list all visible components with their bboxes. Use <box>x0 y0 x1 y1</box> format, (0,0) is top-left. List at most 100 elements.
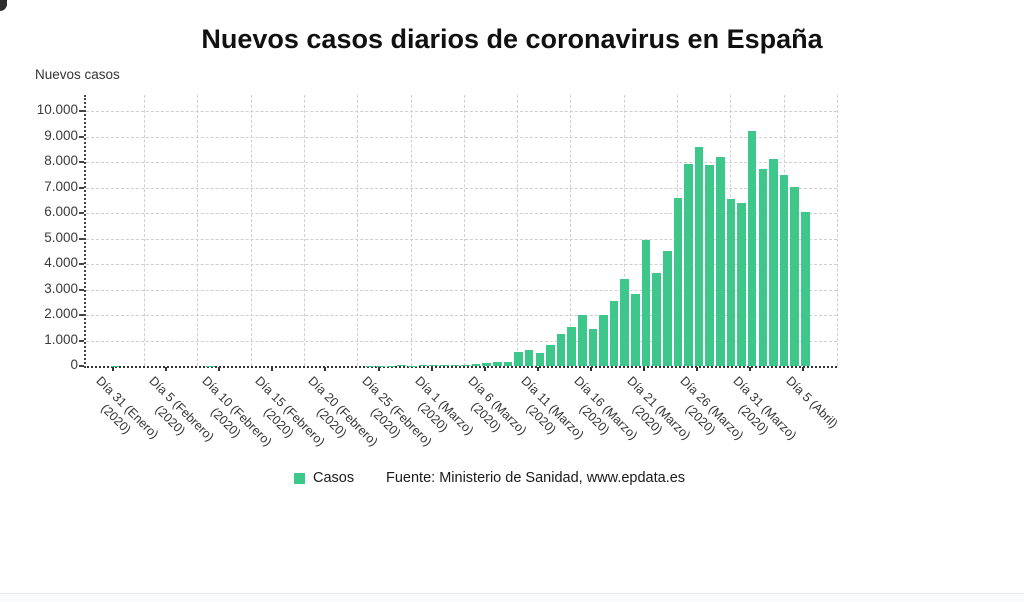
bar-day-50 <box>641 239 651 366</box>
corner-artifact <box>0 0 7 11</box>
x-gridline <box>303 95 305 366</box>
bar-day-41 <box>546 344 555 366</box>
x-tick-mark <box>377 367 380 371</box>
bar-day-0 <box>110 365 120 366</box>
bar-day-40 <box>535 353 545 366</box>
y-tick-label: 9.000 <box>44 127 78 143</box>
y-tick-label: 3.000 <box>44 280 78 296</box>
y-tick-mark <box>79 212 84 214</box>
bar-day-31 <box>439 365 449 366</box>
y-gridline <box>86 136 837 138</box>
bar-day-29 <box>418 364 428 366</box>
y-tick-mark <box>79 288 84 291</box>
x-tick-mark <box>536 367 539 371</box>
legend-swatch <box>294 472 305 484</box>
y-tick-label: 8.000 <box>44 153 78 168</box>
y-gridline <box>86 289 837 291</box>
bar-day-39 <box>524 350 534 366</box>
x-gridline <box>837 95 838 366</box>
legend-item-casos[interactable]: Casos <box>294 470 354 486</box>
page-title: Nuevos casos diarios de coronavirus en E… <box>201 24 823 54</box>
bar-day-56 <box>705 165 714 366</box>
y-tick-label: 2.000 <box>44 306 78 321</box>
bar-day-46 <box>599 315 608 366</box>
y-gridline <box>86 315 837 316</box>
y-tick-label: 6.000 <box>44 204 78 219</box>
bar-day-9 <box>206 365 215 366</box>
bar-day-61 <box>758 169 768 366</box>
y-tick-mark <box>79 110 84 112</box>
y-tick-label: 10.000 <box>36 102 78 117</box>
source-text: Fuente: Ministerio de Sanidad, www.epdat… <box>386 470 686 486</box>
bar-day-65 <box>801 212 810 366</box>
bar-day-25 <box>376 365 385 366</box>
legend-label: Casos <box>313 470 355 486</box>
bar-day-30 <box>429 365 438 366</box>
y-tick-mark <box>79 263 84 265</box>
x-gridline <box>570 95 572 366</box>
y-tick-mark <box>79 237 84 240</box>
bar-day-47 <box>609 301 619 366</box>
bar-day-45 <box>588 329 598 366</box>
x-tick-mark <box>324 367 327 371</box>
x-tick-mark <box>589 367 592 371</box>
bar-day-36 <box>493 362 502 366</box>
bar-day-63 <box>779 175 789 366</box>
bar-day-57 <box>716 157 725 366</box>
bar-day-58 <box>726 199 736 366</box>
x-gridline <box>623 95 625 366</box>
bar-day-27 <box>397 365 407 366</box>
y-axis-title: Nuevos casos <box>35 67 120 82</box>
y-tick-label: 5.000 <box>44 229 78 245</box>
y-gridline <box>86 213 837 214</box>
y-gridline <box>86 238 837 240</box>
bar-day-35 <box>482 362 491 366</box>
y-gridline <box>86 162 837 163</box>
bar-day-60 <box>747 130 757 366</box>
bar-day-64 <box>790 186 799 366</box>
bar-day-26 <box>386 365 396 366</box>
bottom-strip <box>0 593 1024 602</box>
bar-day-52 <box>662 250 672 366</box>
x-gridline <box>463 95 465 366</box>
y-tick-mark <box>79 339 84 342</box>
x-tick-mark <box>696 367 699 371</box>
y-tick-mark <box>79 365 84 367</box>
x-gridline <box>144 95 145 366</box>
x-tick-mark <box>749 367 752 371</box>
bar-day-55 <box>694 147 704 366</box>
x-gridline <box>197 95 199 366</box>
x-gridline <box>410 95 412 366</box>
x-tick-mark <box>802 367 805 371</box>
x-tick-mark <box>483 367 486 371</box>
bar-day-32 <box>450 365 460 366</box>
y-gridline <box>86 340 837 342</box>
y-gridline <box>86 187 837 189</box>
x-tick-mark <box>430 367 433 371</box>
bar-day-59 <box>737 202 746 366</box>
y-tick-mark <box>79 186 84 189</box>
bar-day-28 <box>408 365 417 366</box>
bar-day-42 <box>556 333 566 366</box>
bar-day-33 <box>461 364 470 366</box>
x-gridline <box>250 95 252 366</box>
x-tick-mark <box>643 367 645 371</box>
bar-day-48 <box>620 278 630 366</box>
x-gridline <box>517 95 519 366</box>
y-tick-mark <box>79 314 84 316</box>
y-tick-mark <box>79 135 84 138</box>
y-tick-label: 1.000 <box>44 331 78 347</box>
x-tick-mark <box>165 367 168 371</box>
bar-day-38 <box>514 351 523 366</box>
y-gridline <box>86 264 837 265</box>
bar-day-54 <box>684 163 693 366</box>
bar-day-62 <box>769 159 778 366</box>
y-tick-mark <box>79 161 84 163</box>
bar-day-53 <box>673 198 683 366</box>
x-tick-mark <box>218 367 221 371</box>
x-tick-mark <box>271 367 274 371</box>
bar-day-24 <box>365 365 375 366</box>
y-tick-label: 4.000 <box>44 255 78 270</box>
y-tick-label: 7.000 <box>44 178 78 194</box>
